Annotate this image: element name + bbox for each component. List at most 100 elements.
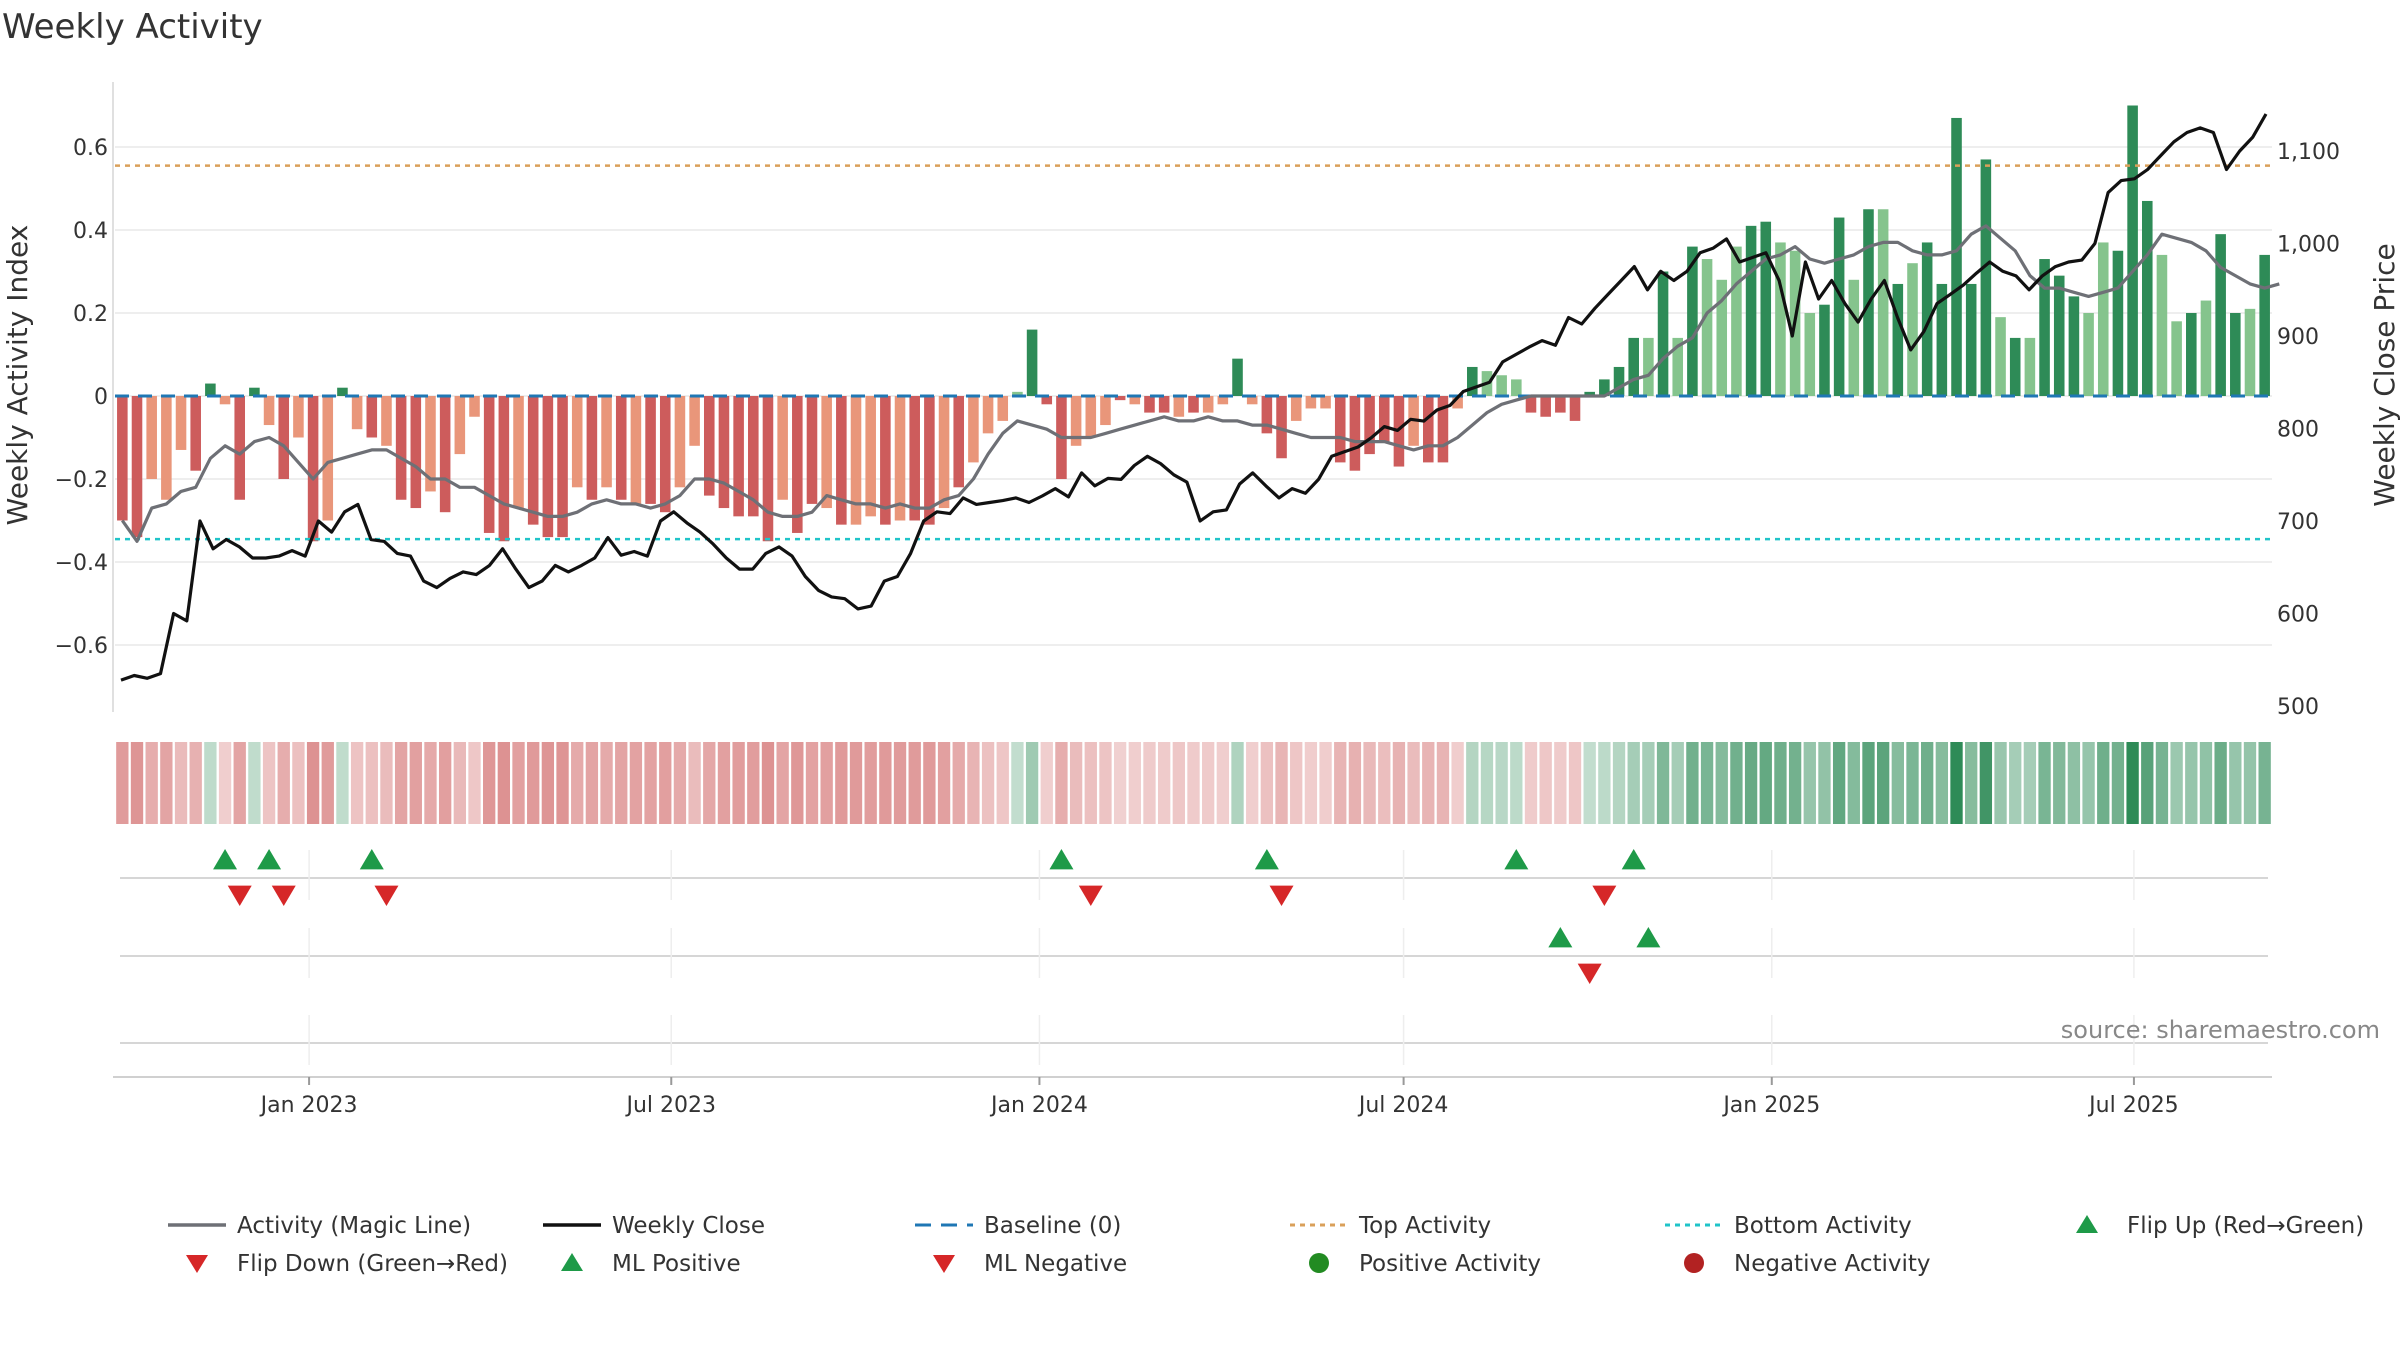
- y2-tick-label: 1,100: [2277, 140, 2340, 165]
- heat-cell: [1436, 742, 1450, 824]
- heat-cell: [483, 742, 496, 824]
- activity-bar: [1085, 396, 1097, 438]
- activity-bar: [337, 387, 348, 396]
- heat-cell: [1774, 742, 1787, 824]
- activity-bar: [894, 396, 906, 521]
- heat-cell: [1260, 742, 1274, 824]
- activity-bar: [322, 396, 334, 521]
- heat-cell: [130, 742, 144, 824]
- legend-swatch: [186, 1255, 208, 1273]
- legend-label: Flip Up (Red→Green): [2127, 1213, 2364, 1239]
- heat-cell: [629, 742, 643, 824]
- heat-cell: [1348, 742, 1362, 824]
- activity-bar: [792, 396, 803, 533]
- heat-cell: [277, 742, 290, 824]
- heat-cell: [497, 742, 511, 824]
- heat-cell: [1128, 742, 1141, 824]
- heat-cell: [306, 742, 320, 824]
- legend-label: ML Negative: [984, 1251, 1127, 1277]
- heat-cell: [1363, 742, 1376, 824]
- activity-bar: [982, 396, 994, 434]
- heat-cell: [2155, 742, 2169, 824]
- activity-bar: [2127, 105, 2138, 396]
- heat-cell: [967, 742, 980, 824]
- activity-bar: [2244, 308, 2256, 396]
- activity-bar: [1422, 396, 1434, 463]
- activity-bar: [146, 396, 157, 479]
- activity-bar: [1657, 271, 1669, 396]
- activity-bar: [1907, 263, 1918, 396]
- activity-bar: [865, 396, 876, 517]
- heat-cell: [937, 742, 951, 824]
- y2-axis-label: Weekly Close Price: [2368, 243, 2400, 506]
- legend-label: Weekly Close: [612, 1213, 765, 1239]
- magic-line: [120, 224, 2280, 543]
- heat-cell: [776, 742, 789, 824]
- heat-cell: [717, 742, 731, 824]
- heat-cell: [1656, 742, 1670, 824]
- heat-cell: [703, 742, 716, 824]
- heat-cell: [1231, 742, 1244, 824]
- activity-bar: [2171, 321, 2182, 396]
- activity-bar: [850, 396, 862, 525]
- activity-bar: [1701, 259, 1713, 396]
- heat-cell: [2185, 742, 2198, 824]
- heat-cell: [1275, 742, 1288, 824]
- heat-cell: [2214, 742, 2227, 824]
- heat-cell: [1025, 742, 1039, 824]
- activity-bar: [1129, 396, 1141, 405]
- activity-bar: [2186, 313, 2197, 396]
- y2-tick-label: 600: [2277, 603, 2319, 628]
- heat-cell: [145, 742, 158, 824]
- activity-bar: [131, 396, 143, 538]
- heat-cell: [1451, 742, 1464, 824]
- flip-down-marker: [271, 885, 296, 906]
- heat-cell: [952, 742, 965, 824]
- heat-cell: [248, 742, 261, 824]
- heat-cell: [189, 742, 202, 824]
- activity-bar: [425, 396, 436, 492]
- activity-bar: [249, 387, 260, 396]
- heat-cell: [1832, 742, 1846, 824]
- heat-cell: [1495, 742, 1508, 824]
- activity-bar: [2097, 242, 2109, 396]
- heat-cell: [1950, 742, 1963, 824]
- flip-up-marker: [1049, 849, 1074, 870]
- heat-cell: [512, 742, 525, 824]
- activity-bar: [293, 396, 304, 438]
- heat-cell: [350, 742, 364, 824]
- y2-tick-label: 800: [2277, 418, 2319, 443]
- heat-cell: [1055, 742, 1068, 824]
- chart-title: Weekly Activity: [2, 7, 263, 47]
- heat-cell: [2199, 742, 2213, 824]
- heat-cell: [893, 742, 907, 824]
- heat-cell: [805, 742, 819, 824]
- legend-label: Positive Activity: [1359, 1251, 1541, 1277]
- heat-cell: [644, 742, 657, 824]
- activity-bar: [1012, 391, 1023, 396]
- legend-label: Baseline (0): [984, 1213, 1121, 1239]
- heat-cell: [1612, 742, 1626, 824]
- activity-bar: [1261, 396, 1273, 434]
- activity-bar: [1041, 396, 1053, 405]
- activity-bar: [689, 396, 700, 446]
- activity-bar: [527, 396, 539, 525]
- activity-bars: [117, 105, 2270, 542]
- activity-bar: [2053, 275, 2065, 396]
- legend-swatch: [1684, 1253, 1704, 1273]
- heat-cell: [116, 742, 129, 824]
- heat-cell: [1099, 742, 1112, 824]
- activity-bar: [586, 396, 598, 500]
- heat-cell: [1334, 742, 1347, 824]
- activity-bar: [1819, 304, 1830, 396]
- legend-item: Baseline (0): [915, 1213, 1121, 1239]
- x-tick-label: Jan 2023: [259, 1093, 358, 1118]
- activity-bar: [190, 396, 201, 471]
- heat-cell: [1378, 742, 1391, 824]
- activity-bar: [1452, 396, 1463, 409]
- activity-bar: [1995, 317, 2006, 396]
- activity-bar: [615, 396, 627, 500]
- activity-bar: [1628, 337, 1639, 396]
- activity-bar: [1745, 225, 1757, 396]
